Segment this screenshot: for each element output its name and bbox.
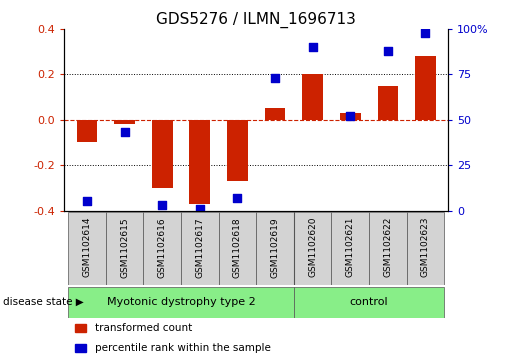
Point <box>346 113 354 119</box>
Text: transformed count: transformed count <box>95 323 193 333</box>
Bar <box>114 120 135 124</box>
Text: GSM1102622: GSM1102622 <box>383 217 392 277</box>
Bar <box>106 212 143 285</box>
Text: Myotonic dystrophy type 2: Myotonic dystrophy type 2 <box>107 297 255 307</box>
Bar <box>190 120 210 204</box>
Point <box>158 202 166 208</box>
Point <box>233 195 242 201</box>
Bar <box>227 120 248 181</box>
Text: GSM1102620: GSM1102620 <box>308 217 317 277</box>
Text: percentile rank within the sample: percentile rank within the sample <box>95 343 271 353</box>
Bar <box>407 212 444 285</box>
Point <box>384 48 392 54</box>
Text: disease state ▶: disease state ▶ <box>3 297 83 307</box>
Bar <box>218 212 256 285</box>
Text: GSM1102616: GSM1102616 <box>158 217 167 278</box>
Point <box>121 130 129 135</box>
Bar <box>294 287 444 318</box>
Text: GSM1102623: GSM1102623 <box>421 217 430 277</box>
Bar <box>77 120 97 143</box>
Text: GSM1102619: GSM1102619 <box>270 217 280 278</box>
Bar <box>294 212 332 285</box>
Bar <box>265 109 285 120</box>
Bar <box>340 113 360 120</box>
Bar <box>181 212 218 285</box>
Text: control: control <box>350 297 388 307</box>
Point <box>196 206 204 212</box>
Bar <box>369 212 407 285</box>
Title: GDS5276 / ILMN_1696713: GDS5276 / ILMN_1696713 <box>156 12 356 28</box>
Bar <box>152 120 173 188</box>
Point <box>308 44 317 50</box>
Text: GSM1102617: GSM1102617 <box>195 217 204 278</box>
Text: GSM1102615: GSM1102615 <box>120 217 129 278</box>
Text: GSM1102621: GSM1102621 <box>346 217 355 277</box>
Text: GSM1102618: GSM1102618 <box>233 217 242 278</box>
Bar <box>256 212 294 285</box>
Point <box>83 199 91 204</box>
Text: GSM1102614: GSM1102614 <box>82 217 92 277</box>
Bar <box>332 212 369 285</box>
Bar <box>415 56 436 120</box>
Point <box>421 30 430 36</box>
Bar <box>68 212 106 285</box>
Point <box>271 75 279 81</box>
Bar <box>143 212 181 285</box>
Bar <box>68 287 294 318</box>
Bar <box>377 86 398 120</box>
Bar <box>302 74 323 120</box>
